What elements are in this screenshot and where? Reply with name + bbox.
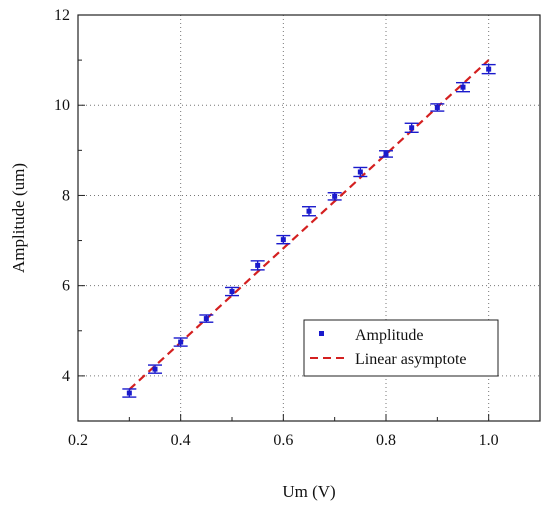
point-marker (152, 366, 158, 372)
data-point (225, 286, 239, 297)
point-marker (409, 125, 415, 131)
y-axis-title: Amplitude (um) (9, 163, 28, 273)
data-point (302, 206, 316, 217)
x-tick-label: 1.0 (479, 432, 499, 449)
data-point (173, 337, 188, 347)
axis-ticks: 0.2 0.4 0.6 0.8 1.0 4 6 8 10 12 (54, 7, 541, 449)
data-point (327, 192, 342, 201)
point-marker (280, 237, 286, 243)
data-point (199, 314, 214, 323)
data-point (404, 122, 419, 133)
data-point (430, 103, 445, 112)
data-point (148, 364, 162, 374)
point-marker (357, 169, 363, 175)
data-points-layer (122, 63, 496, 398)
point-marker (460, 84, 466, 90)
y-tick-label: 10 (54, 97, 70, 114)
legend: Amplitude Linear asymptote (303, 319, 499, 377)
data-point (379, 150, 393, 158)
legend-label-amplitude: Amplitude (355, 327, 423, 344)
point-marker (383, 151, 389, 157)
asymptote-layer (128, 59, 490, 391)
y-tick-label: 8 (62, 187, 70, 204)
x-tick-label: 0.2 (68, 432, 88, 449)
data-point (481, 63, 496, 75)
data-point (276, 234, 291, 245)
x-tick-label: 0.6 (273, 432, 293, 449)
legend-box (303, 319, 499, 377)
x-tick-label: 0.4 (171, 432, 191, 449)
data-point (122, 388, 137, 398)
point-marker (306, 208, 312, 214)
point-marker (229, 289, 235, 295)
legend-marker-amplitude (319, 331, 324, 336)
x-axis-title: Um (V) (282, 482, 335, 501)
data-point (250, 260, 265, 271)
plot-frame (77, 14, 541, 422)
legend-label-linear-asymptote: Linear asymptote (355, 351, 467, 368)
point-marker (178, 339, 184, 345)
y-tick-label: 12 (54, 7, 70, 24)
point-marker (434, 104, 440, 110)
point-marker (332, 193, 338, 199)
point-marker (126, 390, 132, 396)
point-marker (203, 316, 209, 322)
point-marker (486, 66, 492, 72)
data-point (456, 81, 470, 93)
x-tick-label: 0.8 (376, 432, 396, 449)
linear-asymptote-line (128, 59, 490, 391)
y-tick-label: 6 (62, 278, 70, 295)
data-point (353, 166, 368, 178)
y-tick-label: 4 (62, 368, 70, 385)
point-marker (255, 262, 261, 268)
